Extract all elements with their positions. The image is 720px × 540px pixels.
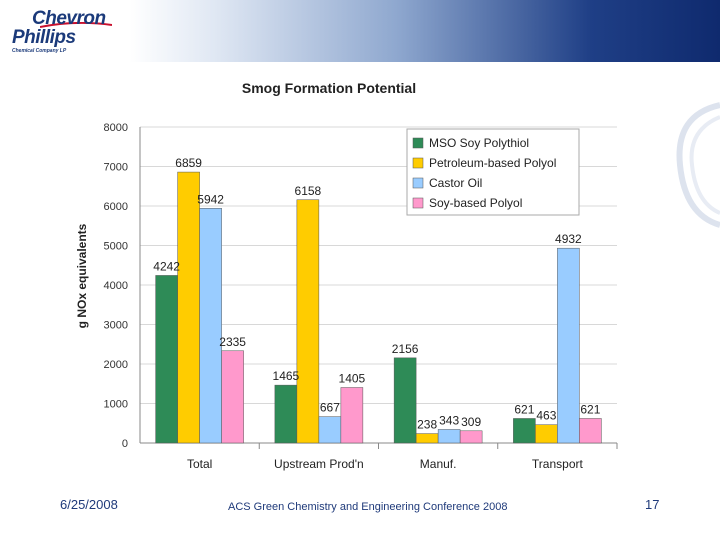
bar xyxy=(459,430,483,444)
data-label: 309 xyxy=(461,415,481,429)
data-label: 4932 xyxy=(555,232,582,246)
x-tick-label: Upstream Prod'n xyxy=(274,457,364,471)
y-axis-label: g NOx equivalents xyxy=(75,223,89,328)
logo-text-company: Chemical Company LP xyxy=(12,48,67,54)
decorative-swirl-icon xyxy=(676,102,720,228)
chart-panel: Smog Formation Potential g NOx equivalen… xyxy=(62,66,656,488)
data-label: 6859 xyxy=(175,156,202,170)
bar xyxy=(155,275,178,444)
bar xyxy=(296,199,320,444)
footer-date: 6/25/2008 xyxy=(60,497,118,512)
footer-page-number: 17 xyxy=(645,497,660,512)
bar xyxy=(177,171,200,444)
y-tick-label: 0 xyxy=(122,438,128,450)
data-label: 4242 xyxy=(153,259,180,273)
data-label: 238 xyxy=(417,418,437,432)
chart-legend: MSO Soy Polythiol Petroleum-based Polyol C… xyxy=(406,128,580,216)
y-tick-label: 1000 xyxy=(104,399,128,411)
legend-label: Petroleum-based Polyol xyxy=(429,156,556,170)
legend-swatch xyxy=(412,197,424,209)
legend-box xyxy=(406,128,580,216)
y-tick-label: 7000 xyxy=(104,162,128,174)
data-label: 2335 xyxy=(219,335,246,349)
bar xyxy=(557,247,580,444)
bar xyxy=(340,387,364,444)
data-label: 1405 xyxy=(339,372,366,386)
logo-text-phillips: Phillips xyxy=(12,27,76,48)
logo-text-chevron: Chevron xyxy=(32,8,106,29)
bar xyxy=(415,433,439,444)
bar xyxy=(274,384,298,444)
y-tick-label: 3000 xyxy=(104,320,128,332)
bar xyxy=(199,208,222,444)
legend-swatch xyxy=(412,137,424,149)
y-tick-label: 2000 xyxy=(104,359,128,371)
legend-swatch xyxy=(412,177,424,189)
data-label: 5942 xyxy=(197,192,224,206)
legend-label: MSO Soy Polythiol xyxy=(429,136,529,150)
data-label: 667 xyxy=(320,401,340,415)
bar xyxy=(393,357,417,444)
chart-title: Smog Formation Potential xyxy=(242,80,416,96)
x-tick-label: Transport xyxy=(532,457,584,471)
legend-swatch xyxy=(412,157,424,169)
x-tick-label: Manuf. xyxy=(420,457,457,471)
y-tick-label: 8000 xyxy=(104,122,128,134)
data-label: 1465 xyxy=(273,369,300,383)
data-label: 621 xyxy=(514,402,534,416)
legend-label: Soy-based Polyol xyxy=(429,196,522,210)
data-label: 463 xyxy=(536,409,556,423)
x-tick-label: Total xyxy=(187,457,212,471)
data-label: 621 xyxy=(580,402,600,416)
header-band xyxy=(0,0,720,62)
smog-chart: Smog Formation Potential g NOx equivalen… xyxy=(75,80,618,471)
data-label: 343 xyxy=(439,413,459,427)
y-tick-label: 6000 xyxy=(104,201,128,213)
bar xyxy=(579,418,602,444)
y-tick-label: 4000 xyxy=(104,280,128,292)
bar xyxy=(221,350,244,444)
bar xyxy=(535,424,558,444)
bar xyxy=(437,429,461,444)
logo-swoosh-icon xyxy=(40,22,112,28)
chevron-phillips-logo: Chevron Phillips Chemical Company LP xyxy=(10,8,112,58)
data-label: 6158 xyxy=(295,184,322,198)
y-tick-label: 5000 xyxy=(104,241,128,253)
footer-conference: ACS Green Chemistry and Engineering Conf… xyxy=(228,501,508,513)
legend-label: Castor Oil xyxy=(429,176,482,190)
data-label: 2156 xyxy=(392,342,419,356)
bar xyxy=(318,416,342,444)
bar xyxy=(513,418,536,444)
